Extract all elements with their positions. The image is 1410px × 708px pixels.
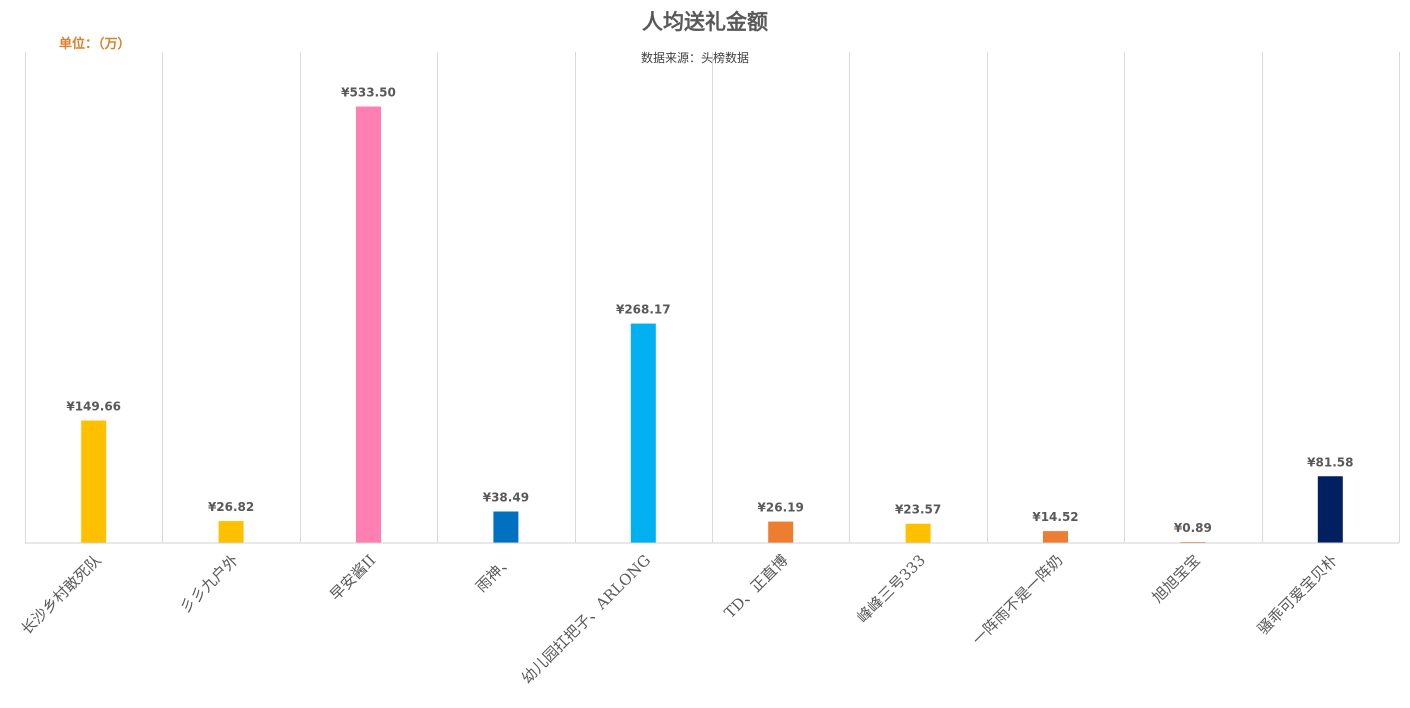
x-tick-label-9: 旭旭宝宝 — [1149, 551, 1204, 606]
bar-5 — [630, 323, 656, 543]
x-tick-label-3: 早安酱II — [326, 551, 379, 604]
bars — [81, 106, 1343, 543]
x-tick-label-8: 一阵雨不是一阵奶 — [969, 551, 1067, 649]
bar-4 — [493, 511, 519, 543]
data-label-4: ¥38.49 — [483, 491, 529, 505]
x-tick-label-2: 彡彡九户外 — [176, 551, 242, 617]
chart-title: 人均送礼金额 — [642, 10, 768, 34]
data-label-1: ¥149.66 — [66, 400, 121, 414]
bar-2 — [218, 521, 244, 543]
data-label-3: ¥533.50 — [341, 86, 396, 100]
grid-lines — [25, 52, 1400, 543]
data-label-9: ¥0.89 — [1174, 521, 1212, 535]
data-label-6: ¥26.19 — [758, 501, 804, 515]
chart-subtitle: 数据来源：头榜数据 — [641, 50, 749, 65]
x-tick-label-10: 骚乖可爱宝贝朴 — [1254, 551, 1341, 638]
x-tick-label-1: 长沙乡村敢死队 — [18, 551, 105, 638]
x-tick-label-6: TD、正直博 — [721, 551, 792, 622]
x-tick-label-7: 峰峰三号333 — [854, 551, 929, 626]
bar-7 — [905, 523, 931, 543]
data-label-10: ¥81.58 — [1307, 455, 1353, 469]
bar-3 — [356, 106, 381, 543]
bar-6 — [768, 521, 794, 543]
x-tick-labels: 长沙乡村敢死队 彡彡九户外 早安酱II 雨神、 幼儿园扛把子、ARLONG TD、正直博峰… — [18, 551, 1342, 687]
data-label-2: ¥26.82 — [208, 500, 254, 514]
data-labels: ¥149.66 ¥26.82 ¥533.50 ¥38.49 ¥268.17 ¥26.19 ¥… — [66, 86, 1353, 536]
data-label-5: ¥268.17 — [616, 303, 671, 317]
bar-10 — [1317, 476, 1343, 543]
unit-label: 单位：（万） — [59, 36, 131, 52]
data-label-7: ¥23.57 — [895, 503, 941, 517]
bar-8 — [1043, 531, 1068, 543]
data-label-8: ¥14.52 — [1032, 510, 1078, 524]
bar-1 — [81, 420, 107, 543]
x-tick-label-4: 雨神、 — [472, 551, 517, 596]
x-tick-label-5: 幼儿园扛把子、ARLONG — [518, 551, 654, 687]
